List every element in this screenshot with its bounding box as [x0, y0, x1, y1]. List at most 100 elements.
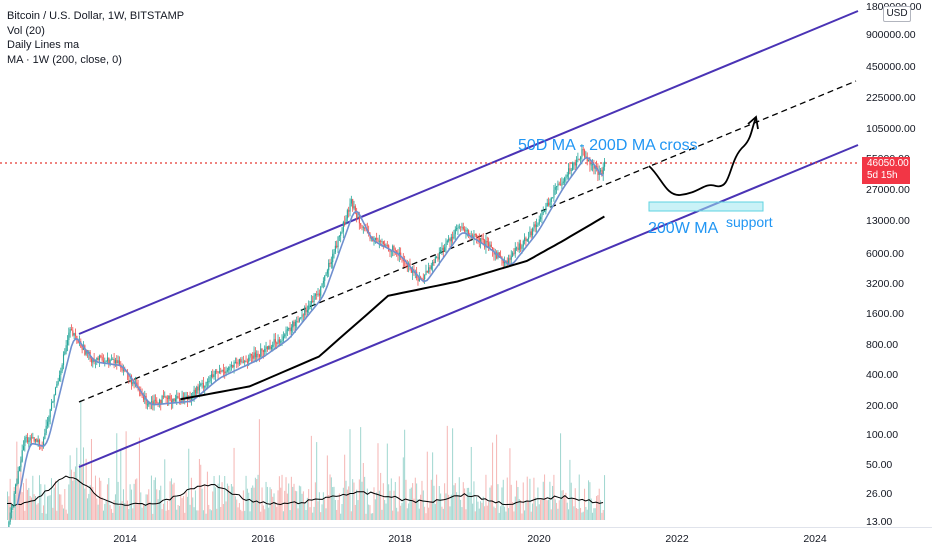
candle-body — [564, 177, 566, 182]
candle-body — [394, 249, 396, 251]
volume-bar — [550, 509, 552, 520]
volume-bar — [58, 494, 60, 520]
candle-body — [233, 362, 235, 368]
candle-body — [557, 183, 559, 187]
volume-bar — [522, 482, 524, 520]
candle-body — [432, 262, 434, 266]
volume-bar — [441, 506, 443, 520]
candle-body — [12, 505, 14, 509]
volume-bar — [205, 513, 207, 520]
volume-bar — [430, 479, 432, 520]
candle-body — [353, 206, 355, 209]
volume-bar — [185, 492, 187, 520]
volume-bar — [133, 483, 135, 520]
volume-bar — [170, 478, 172, 520]
candle-body — [468, 230, 470, 237]
volume-series — [7, 400, 606, 520]
volume-bar — [246, 488, 248, 520]
indicator-daily-lines[interactable]: Daily Lines ma — [7, 39, 80, 51]
candle-body — [293, 321, 295, 327]
candle-body — [318, 293, 320, 296]
volume-bar — [62, 508, 64, 520]
volume-bar — [462, 482, 464, 520]
candle-body — [112, 359, 114, 360]
volume-bar — [50, 478, 52, 520]
volume-bar — [425, 513, 427, 520]
volume-bar — [192, 497, 194, 520]
volume-bar — [582, 511, 584, 520]
volume-bar — [177, 505, 179, 520]
volume-bar — [514, 496, 516, 520]
candle-body — [374, 237, 376, 241]
volume-bar — [353, 482, 355, 520]
volume-bar — [312, 512, 314, 520]
bar-countdown: 5d 15h — [867, 170, 898, 181]
candle-body — [81, 347, 83, 350]
volume-bar — [137, 504, 139, 520]
volume-bar — [598, 488, 600, 520]
price-axis[interactable] — [860, 0, 932, 527]
candle-body — [440, 250, 442, 253]
volume-bar — [114, 494, 116, 520]
volume-bar — [210, 510, 212, 520]
candle-body — [69, 329, 71, 333]
time-axis[interactable] — [0, 527, 932, 551]
candle-body — [109, 360, 111, 364]
candle-body — [229, 366, 231, 368]
volume-bar — [105, 500, 107, 520]
volume-bar — [593, 508, 595, 520]
candle-body — [485, 241, 487, 248]
candle-body — [29, 437, 31, 441]
currency-button[interactable]: USD — [883, 6, 911, 22]
candle-body — [281, 340, 283, 342]
volume-bar — [308, 489, 310, 520]
candle-body — [548, 202, 550, 206]
candle-body — [428, 267, 430, 273]
volume-bar — [37, 503, 39, 520]
candle-body — [326, 270, 328, 274]
candle-body — [454, 229, 456, 235]
indicator-ma-200w[interactable]: MA · 1W (200, close, 0) — [7, 53, 122, 66]
volume-bar — [24, 510, 26, 520]
volume-bar — [282, 511, 284, 520]
volume-bar — [429, 501, 431, 520]
channel-upper-line — [78, 10, 859, 335]
volume-bar — [196, 510, 198, 520]
candle-body — [14, 484, 17, 494]
volume-bar — [262, 505, 264, 520]
candle-body — [114, 360, 117, 364]
candle-body — [592, 164, 594, 166]
volume-bar — [128, 509, 130, 520]
volume-bar — [380, 472, 382, 520]
volume-bar — [518, 499, 520, 520]
volume-bar — [584, 488, 586, 520]
volume-bar — [304, 502, 306, 520]
volume-bar — [604, 475, 606, 520]
candle-body — [328, 262, 330, 271]
candle-body — [340, 232, 342, 236]
indicator-volume[interactable]: Vol (20) — [7, 24, 45, 37]
candle-body — [232, 364, 234, 368]
candle-body — [465, 230, 467, 232]
volume-bar — [118, 505, 120, 520]
candle-body — [65, 345, 67, 352]
candle-body — [61, 365, 63, 371]
symbol-title[interactable]: Bitcoin / U.S. Dollar, 1W, BITSTAMP — [7, 10, 185, 22]
volume-bar — [332, 487, 334, 520]
candle-body — [493, 251, 495, 255]
candle-body — [502, 260, 504, 264]
volume-bar — [181, 498, 183, 520]
volume-bar — [70, 469, 72, 520]
volume-bar — [512, 501, 514, 520]
volume-bar — [66, 513, 68, 520]
volume-bar — [21, 492, 23, 520]
volume-bar — [212, 491, 214, 520]
candle-body — [49, 409, 51, 418]
volume-bar — [164, 459, 166, 520]
candle-body — [32, 437, 34, 439]
candle-body — [376, 237, 378, 240]
candle-body — [146, 404, 149, 406]
candle-body — [264, 348, 266, 352]
candle-body — [196, 386, 198, 394]
